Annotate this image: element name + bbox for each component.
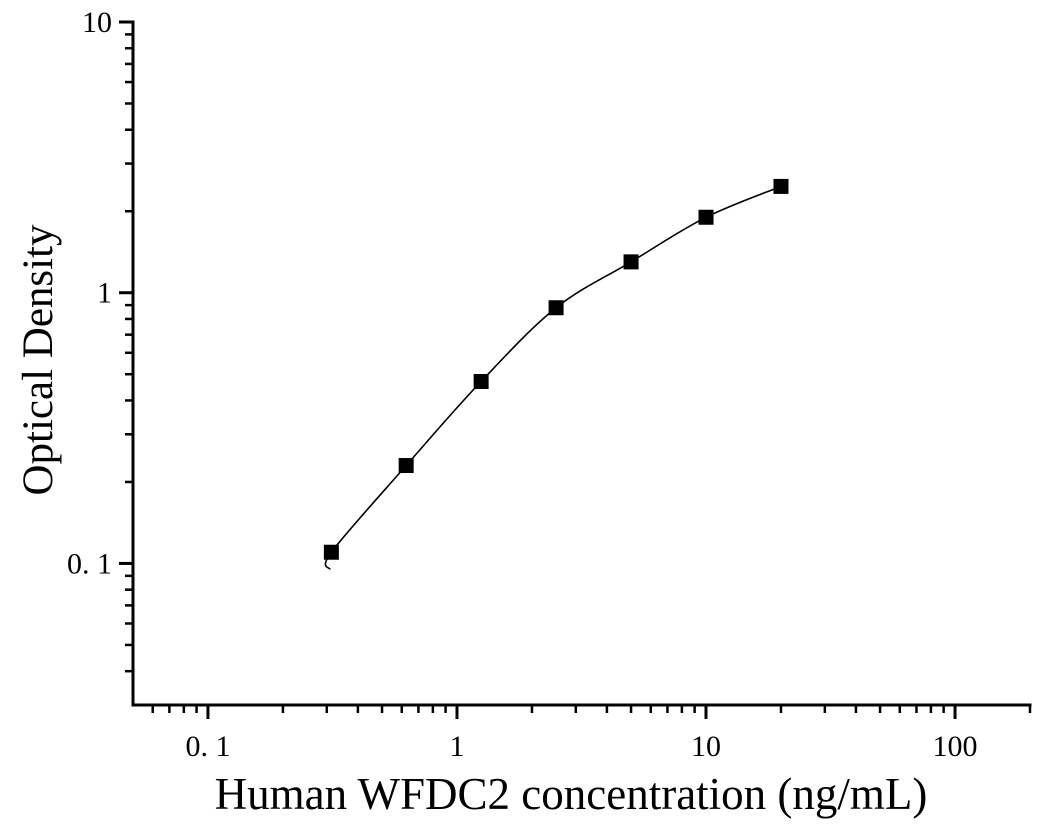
fit-curve <box>324 185 782 570</box>
y-tick-label: 10 <box>82 6 112 39</box>
x-tick-label: 1 <box>449 730 464 763</box>
x-tick-label: 100 <box>933 730 978 763</box>
data-point-marker <box>773 178 789 194</box>
y-tick-label: 1 <box>97 277 112 310</box>
x-axis-title: Human WFDC2 concentration (ng/mL) <box>215 769 928 819</box>
y-tick-label: 0. 1 <box>67 547 112 580</box>
series-layer <box>323 178 789 570</box>
x-tick-label: 10 <box>691 730 721 763</box>
axes-layer: 0. 1 1 10 100 10 1 0. 1 <box>67 6 1032 763</box>
data-point-marker <box>548 300 564 316</box>
data-point-marker <box>473 373 489 389</box>
data-point-marker <box>698 209 714 225</box>
data-point-marker <box>623 254 639 270</box>
data-point-marker <box>323 544 339 560</box>
data-point-marker <box>398 458 414 474</box>
x-tick-label: 0. 1 <box>185 730 230 763</box>
y-axis-title: Optical Density <box>15 224 62 496</box>
